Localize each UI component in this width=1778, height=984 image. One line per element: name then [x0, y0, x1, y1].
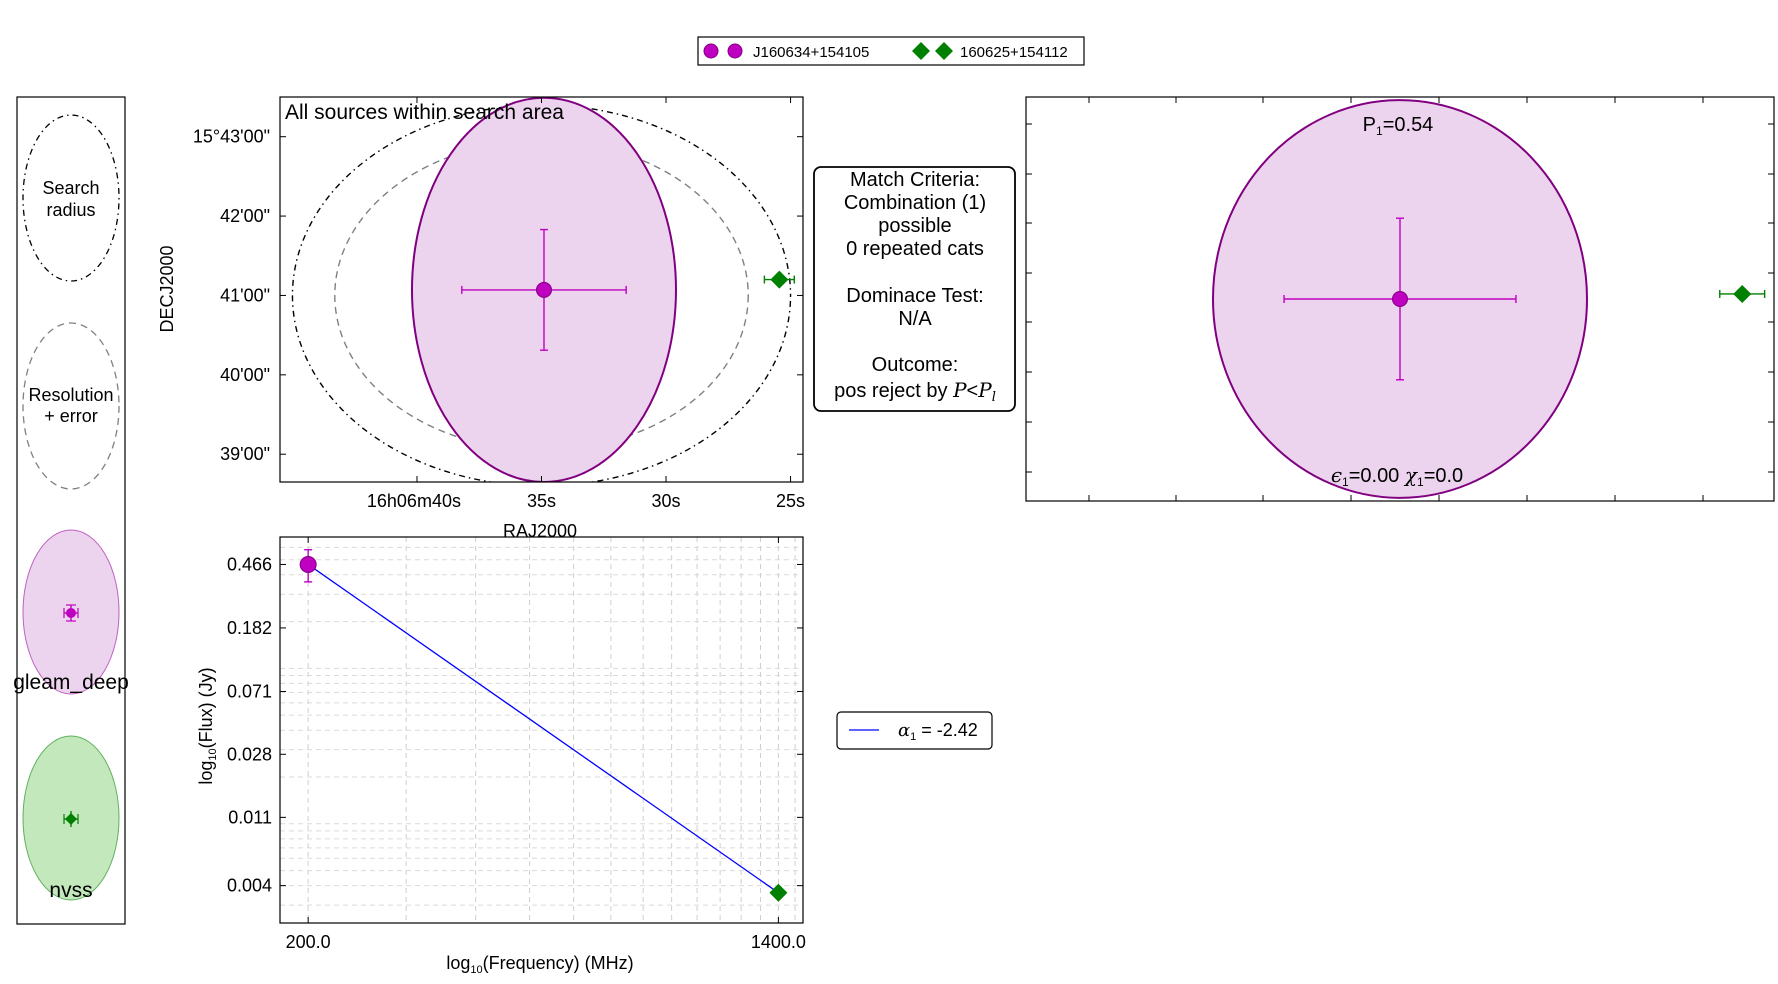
sed-y-tick-label-1: 0.182 [227, 618, 272, 638]
zoom-chart: P1=0.54 ϵ1=0.00 χ1=0.0 [1025, 96, 1775, 502]
match-line-2: Combination (1) [844, 192, 986, 214]
match-line-6: N/A [898, 308, 932, 330]
legend-gleam-marker-2 [727, 43, 743, 59]
sky-x-ticks: 16h06m40s 35s 30s 25s [367, 97, 805, 511]
sed-gleam-point [299, 555, 317, 573]
sed-nvss-point [769, 883, 788, 902]
legend-gleam-marker-1 [703, 43, 719, 59]
zoom-nvss-point [1733, 284, 1752, 303]
sky-y-tick-label-4: 39'00" [220, 444, 270, 464]
key-search-ellipse [22, 114, 120, 282]
zoom-probability-label: P1=0.54 [1363, 114, 1434, 138]
zoom-plot-area [1212, 99, 1766, 499]
key-gleam-marker [66, 608, 76, 618]
key-resolution-ellipse [22, 322, 120, 490]
zoom-plot-frame [1025, 96, 1775, 502]
sed-y-tick-label-3: 0.028 [227, 744, 272, 764]
sed-x-tick-label-0: 200.0 [286, 932, 331, 952]
sky-x-tick-label-1: 35s [527, 491, 556, 511]
sed-y-tick-label-5: 0.004 [227, 876, 272, 896]
sky-y-tick-label-1: 42'00" [220, 206, 270, 226]
legend-entry-gleam: J160634+154105 [703, 43, 869, 61]
sed-errorbars [304, 548, 783, 898]
sed-x-ticks: 200.0 1400.0 [286, 537, 806, 952]
gleam-source-point [535, 281, 552, 298]
sed-y-tick-label-0: 0.466 [227, 554, 272, 574]
sky-y-tick-label-2: 41'00" [220, 285, 270, 305]
key-panel: Search radius Resolution + error gleam_d… [13, 96, 129, 925]
sky-x-axis-label: RAJ2000 [503, 521, 577, 541]
sed-y-axis-label: log10(Flux) (Jy) [196, 667, 219, 784]
sky-chart-title: All sources within search area [285, 101, 564, 124]
legend-gleam-label: J160634+154105 [753, 44, 869, 61]
sed-x-axis-label: log10(Frequency) (MHz) [446, 953, 633, 976]
match-line-4: 0 repeated cats [846, 238, 984, 260]
match-line-3: possible [878, 215, 951, 237]
legend-entry-nvss: 160625+154112 [912, 42, 1068, 61]
key-gleam-label: gleam_deep [13, 671, 129, 694]
key-nvss-label: nvss [49, 879, 92, 902]
sed-fit-line [307, 563, 779, 894]
sky-y-tick-label-0: 15°43'00" [193, 127, 270, 147]
nvss-source-point [770, 270, 789, 289]
key-resolution-label-1: Resolution [28, 385, 113, 405]
sed-y-tick-label-4: 0.011 [228, 807, 272, 827]
top-legend: J160634+154105 160625+154112 [697, 36, 1085, 66]
sed-plot-frame [279, 536, 804, 924]
key-resolution-label-2: + error [44, 406, 98, 426]
key-search-label-2: radius [46, 200, 95, 220]
sky-x-tick-label-0: 16h06m40s [367, 491, 461, 511]
key-resolution-error: Resolution + error [22, 322, 120, 490]
sky-chart: 16h06m40s 35s 30s 25s 15°43'00" 42'00" 41'00"… [157, 96, 805, 541]
sed-legend: α1 = -2.42 [836, 711, 993, 750]
sky-y-axis-label: DECJ2000 [157, 245, 177, 332]
match-line-1: Match Criteria: [850, 169, 980, 191]
zoom-epsilon-chi-label: ϵ1=0.00 χ1=0.0 [1331, 463, 1463, 489]
sed-y-ticks: 0.466 0.182 0.071 0.028 0.011 0.004 [227, 554, 803, 896]
sed-legend-label: α1 = -2.42 [898, 720, 978, 743]
sky-x-tick-label-3: 25s [776, 491, 805, 511]
sky-y-ticks: 15°43'00" 42'00" 41'00" 40'00" 39'00" [193, 127, 803, 464]
key-nvss: nvss [22, 735, 120, 902]
legend-nvss-marker-1 [912, 42, 930, 60]
zoom-gleam-point [1392, 291, 1408, 307]
sed-grid [280, 537, 803, 923]
match-line-5: Dominace Test: [846, 285, 983, 307]
sky-plot-area [291, 97, 795, 482]
key-nvss-marker [65, 813, 77, 825]
sed-y-tick-label-2: 0.071 [227, 681, 272, 701]
sky-x-tick-label-2: 30s [652, 491, 681, 511]
sed-chart: 200.0 1400.0 0.466 0.182 0.071 0.028 0.011 0.0… [196, 536, 806, 976]
sed-x-tick-label-1: 1400.0 [751, 932, 806, 952]
legend-nvss-marker-2 [935, 42, 953, 60]
legend-nvss-label: 160625+154112 [960, 44, 1068, 61]
match-line-8: pos reject by P<Pl [834, 378, 996, 405]
sky-y-tick-label-3: 40'00" [220, 365, 270, 385]
zoom-ticks [1026, 97, 1774, 501]
match-criteria-box: Match Criteria: Combination (1) possible… [813, 166, 1016, 412]
key-search-label-1: Search [42, 178, 99, 198]
key-search-radius: Search radius [22, 114, 120, 282]
match-line-7: Outcome: [872, 354, 959, 376]
key-gleam: gleam_deep [13, 529, 129, 695]
